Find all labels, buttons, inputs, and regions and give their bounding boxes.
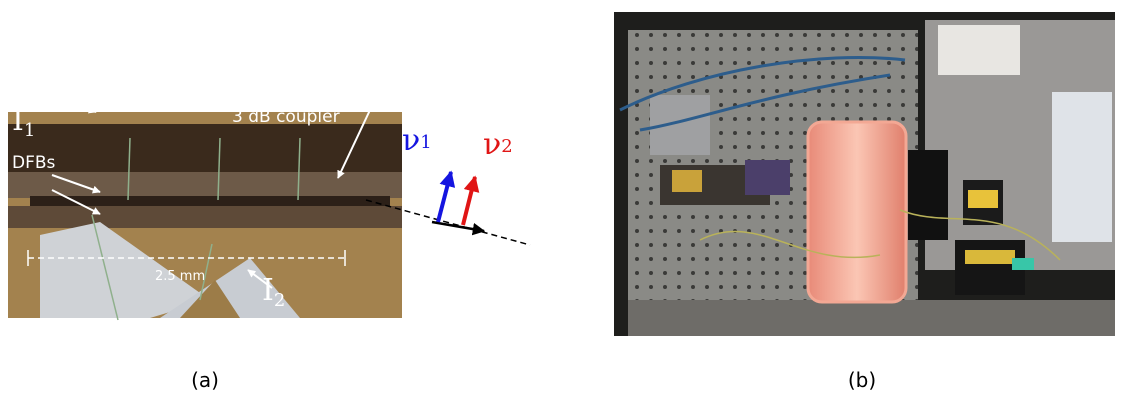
- label-part: ν: [402, 123, 420, 158]
- label-part: 1: [24, 120, 35, 141]
- label-part: I: [262, 273, 274, 308]
- figure: I1 3 dB coupler DFBs 2.5 mm I2 ν1 ν2 (a)…: [0, 0, 1124, 403]
- chip-photo: [8, 102, 402, 320]
- coupler-label: 3 dB coupler: [232, 107, 340, 127]
- label-part: 2: [274, 290, 285, 311]
- frequency-label: ν2: [483, 127, 513, 162]
- dfbs-label: DFBs: [12, 153, 56, 173]
- label-part: I: [12, 103, 24, 138]
- length-label: 2.5 mm: [155, 269, 205, 284]
- label-part: 2: [501, 136, 512, 157]
- frequency-label: ν1: [402, 123, 432, 158]
- current-label: I1: [12, 103, 35, 141]
- setup-photo: [614, 12, 1115, 336]
- panel-caption: (a): [191, 368, 219, 392]
- label-part: ν: [483, 127, 501, 162]
- label-part: 1: [420, 132, 431, 153]
- panel-caption: (b): [848, 368, 876, 392]
